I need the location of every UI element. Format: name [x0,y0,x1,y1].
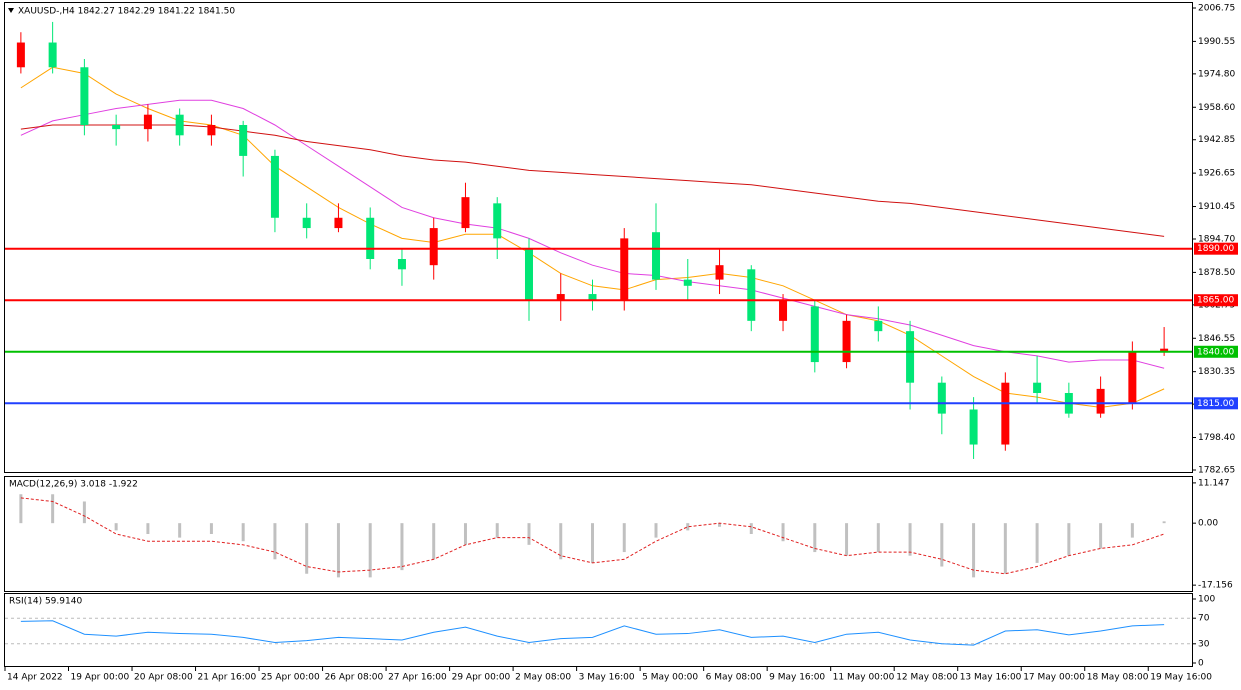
rsi-line [20,620,1165,646]
x-tick-label: 5 May 00:00 [642,673,698,683]
candle-body [652,232,661,280]
x-tick-label: 27 Apr 16:00 [388,673,447,683]
moving-average [20,99,1165,369]
candle-body [461,197,470,229]
x-tick-label: 29 Apr 00:00 [452,673,511,683]
candle-body [493,203,502,239]
y-tick-label: 1846.55 [1198,334,1235,344]
y-tick-label: 1942.85 [1198,135,1235,145]
x-tick-label: 26 Apr 08:00 [325,673,384,683]
candle-body [207,124,216,136]
candle-body [1001,382,1010,445]
chart-title: XAUUSD-,H4 1842.27 1842.29 1841.22 1841.… [18,7,235,17]
candle-body [175,114,184,136]
level-label: 1840.00 [1197,347,1234,357]
x-tick-label: 9 May 16:00 [769,673,825,683]
x-tick-label: 18 May 08:00 [1087,673,1149,683]
y-tick-label: 1782.65 [1198,466,1235,476]
candle-body [239,124,248,156]
x-tick-label: 3 May 16:00 [579,673,635,683]
candle-body [16,42,25,68]
candle-body [397,258,406,270]
candle-body [842,320,851,363]
level-label: 1890.00 [1197,244,1234,254]
candle-body [874,320,883,332]
y-tick-label: 1958.60 [1198,103,1235,113]
candle-body [429,228,438,266]
candle-body [80,67,89,125]
rsi-title: RSI(14) 59.9140 [9,597,82,607]
main-panel [4,2,1193,473]
y-tick-label: 1798.40 [1198,433,1235,443]
level-tag [1194,242,1238,255]
candle-body [556,294,565,301]
y-tick-label: 1990.55 [1198,37,1235,47]
level-tag [1194,345,1238,358]
y-tick-label: 0 [1198,659,1204,669]
macd-signal [20,497,1165,575]
candle-body [747,269,756,321]
candle-body [1033,382,1042,393]
level-label: 1815.00 [1197,399,1234,409]
x-tick-label: 2 May 08:00 [515,673,571,683]
candle-body [620,238,629,301]
y-tick-label: 1878.50 [1198,268,1235,278]
candle-body [270,155,279,218]
candle-body [937,382,946,414]
y-tick-label: 2006.75 [1198,4,1235,14]
x-tick-label: 13 May 16:00 [960,673,1022,683]
candle-body [779,300,788,321]
level-label: 1865.00 [1197,296,1234,306]
x-tick-label: 11 May 00:00 [833,673,895,683]
y-tick-label: 11.147 [1198,478,1230,488]
x-tick-label: 14 Apr 2022 [7,673,63,683]
candle-body [143,114,152,130]
x-tick-label: 21 Apr 16:00 [198,673,257,683]
candle-body [683,279,692,286]
candle-body [48,42,57,68]
candle-body [1128,351,1137,404]
candle-body [366,217,375,259]
level-tag [1194,397,1238,410]
x-tick-label: 20 Apr 08:00 [134,673,193,683]
candle-body [715,265,724,280]
macd-panel [4,476,1193,592]
x-tick-label: 19 Apr 00:00 [71,673,130,683]
x-tick-label: 6 May 08:00 [706,673,762,683]
y-tick-label: 1830.35 [1198,367,1235,377]
x-tick-label: 12 May 08:00 [896,673,958,683]
y-tick-label: 1894.70 [1198,235,1235,245]
candle-body [588,294,597,301]
candle-body [302,217,311,229]
macd-title: MACD(12,26,9) 3.018 -1.922 [9,480,138,490]
candle-body [1160,348,1169,352]
menu-arrow [8,8,14,13]
candle-body [906,331,915,383]
y-tick-label: 1910.45 [1198,202,1235,212]
level-tag [1194,294,1238,307]
y-tick-label: 0.00 [1198,519,1218,529]
y-tick-label: -17.156 [1198,581,1233,591]
x-tick-label: 25 Apr 00:00 [261,673,320,683]
y-tick-label: 1926.65 [1198,169,1235,179]
x-tick-label: 19 May 16:00 [1150,673,1212,683]
candle-body [524,248,533,301]
y-tick-label: 100 [1198,595,1215,605]
y-tick-label: 1974.80 [1198,69,1235,79]
x-tick-label: 17 May 00:00 [1023,673,1085,683]
y-tick-label: 30 [1198,639,1210,649]
candle-body [112,124,121,130]
candle-body [334,217,343,229]
candle-body [1096,388,1105,414]
candle-body [810,306,819,363]
rsi-panel [4,593,1193,667]
candle-body [969,409,978,445]
y-tick-label: 70 [1198,614,1210,624]
